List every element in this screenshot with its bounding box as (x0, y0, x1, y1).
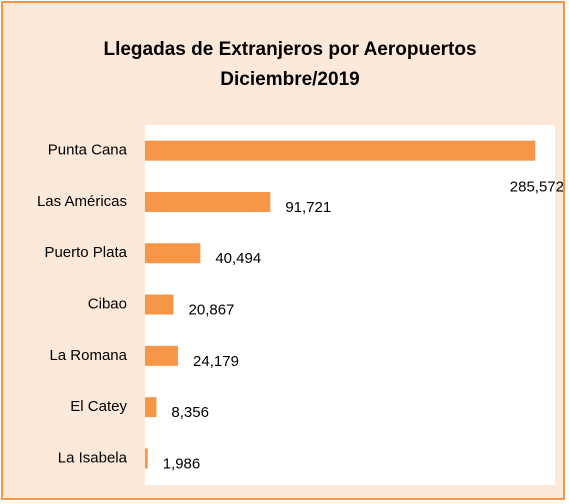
y-tick-label: Las Américas (37, 193, 127, 210)
bar (145, 243, 201, 264)
bar (145, 140, 536, 161)
chart-title: Llegadas de Extranjeros por Aeropuertos (103, 39, 476, 60)
y-tick-label: Punta Cana (48, 142, 128, 159)
data-label: 91,721 (285, 199, 331, 216)
y-tick-label: La Isabela (58, 449, 128, 466)
y-tick-label: Cibao (88, 296, 127, 313)
bar (145, 397, 157, 418)
data-label: 20,867 (189, 302, 235, 319)
y-tick-label: Puerto Plata (44, 244, 127, 261)
data-label: 40,494 (215, 250, 261, 267)
bar (145, 294, 174, 315)
y-tick-label: El Catey (70, 398, 127, 415)
bar (145, 345, 179, 366)
bar (145, 448, 148, 469)
chart-subtitle: Diciembre/2019 (220, 69, 359, 90)
data-label: 8,356 (171, 404, 209, 421)
data-label: 24,179 (193, 353, 239, 370)
bar (145, 191, 271, 212)
y-tick-label: La Romana (49, 347, 127, 364)
data-label: 1,986 (163, 455, 201, 472)
data-label: 285,572 (510, 179, 564, 196)
plot-area (145, 125, 555, 485)
